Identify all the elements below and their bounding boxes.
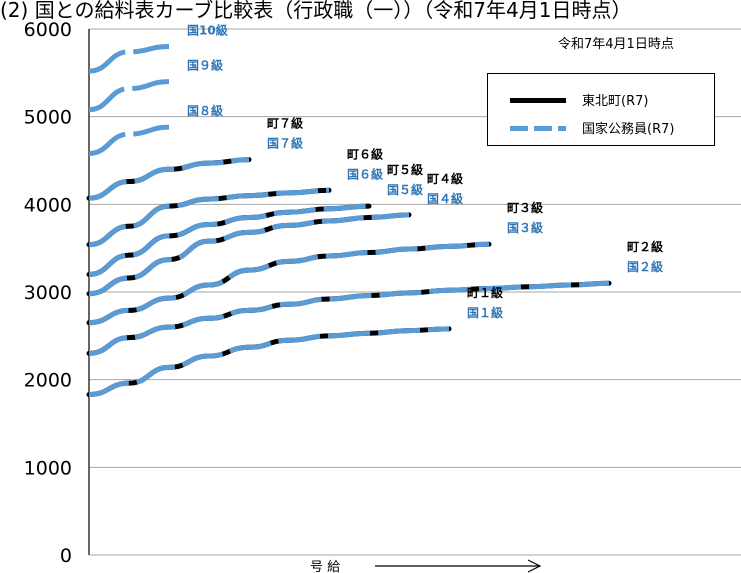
series-lines	[86, 44, 612, 398]
series-line-national	[88, 79, 170, 113]
chart-title: (2) 国との給料表カーブ比較表（行政職（一））（令和7年4月1日時点）	[0, 0, 632, 22]
series-line-town	[86, 241, 492, 326]
series-label: 国９級	[187, 58, 223, 73]
x-axis-arrow-head	[527, 559, 542, 573]
series-label: 国４級	[427, 191, 463, 206]
series-line-national	[88, 326, 450, 398]
series-line-national	[88, 44, 170, 74]
y-tick-label: 2000	[24, 370, 72, 392]
legend-swatch-town	[510, 98, 566, 103]
date-note: 令和7年4月1日時点	[558, 37, 674, 52]
series-label: 町４級	[427, 171, 463, 186]
y-tick-label: 3000	[24, 282, 72, 304]
y-tick-label: 0	[60, 545, 72, 567]
series-line-national	[88, 241, 490, 326]
series-label: 町３級	[507, 200, 543, 215]
y-tick-labels: 0 1000 2000 3000 4000 5000 6000	[24, 19, 72, 567]
legend-label-town: 東北町(R7)	[582, 94, 649, 109]
series-label: 町１級	[467, 285, 503, 300]
legend-swatch-national	[510, 126, 566, 131]
x-axis-label: 号 給	[310, 560, 340, 573]
series-label: 町６級	[347, 146, 383, 161]
series-line-town	[86, 280, 612, 356]
series-label: 国５級	[387, 182, 423, 197]
series-label: 町２級	[627, 239, 663, 254]
y-tick-label: 1000	[24, 457, 72, 479]
series-line-national	[88, 280, 610, 356]
series-line-town	[86, 326, 452, 398]
legend-item-national: 国家公務員(R7)	[488, 116, 714, 140]
series-label: 国２級	[627, 259, 663, 274]
y-tick-label: 5000	[24, 107, 72, 129]
series-line-national	[88, 212, 410, 297]
y-tick-label: 6000	[24, 19, 72, 41]
x-axis-label-group: 号 給	[310, 559, 542, 573]
series-line-national	[88, 157, 250, 201]
y-tick-label: 4000	[24, 194, 72, 216]
series-line-national	[88, 187, 330, 248]
series-label: 国10級	[187, 23, 228, 38]
series-label: 国６級	[347, 166, 383, 181]
series-line-town	[86, 157, 252, 201]
legend-label-national: 国家公務員(R7)	[582, 122, 675, 137]
series-line-town	[86, 203, 372, 277]
legend: 東北町(R7) 国家公務員(R7)	[487, 73, 715, 146]
series-label: 町７級	[267, 116, 303, 131]
legend-item-town: 東北町(R7)	[488, 88, 714, 112]
series-label: 国７級	[267, 136, 303, 151]
series-label: 国３級	[507, 220, 543, 235]
series-label: 国８級	[187, 103, 223, 118]
series-label: 町５級	[387, 162, 423, 177]
series-line-national	[88, 203, 370, 277]
series-label: 国１級	[467, 305, 503, 320]
series-line-national	[88, 124, 170, 156]
